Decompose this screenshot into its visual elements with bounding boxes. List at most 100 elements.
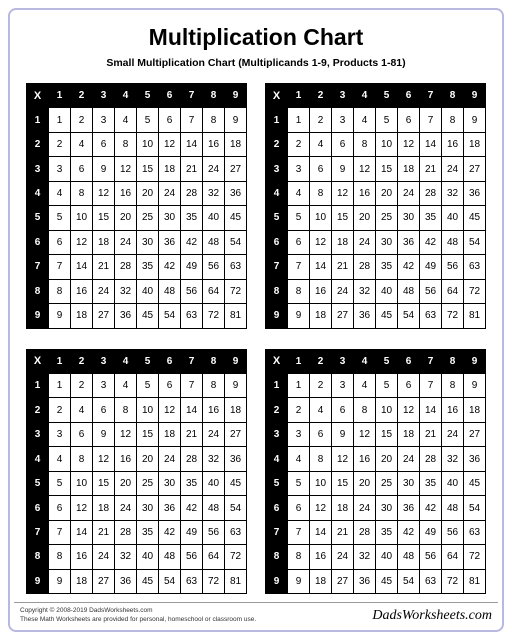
row-header: 7 — [27, 255, 49, 279]
product-cell: 6 — [288, 496, 310, 520]
product-cell: 7 — [49, 255, 71, 279]
product-cell: 24 — [93, 545, 115, 569]
product-cell: 6 — [71, 422, 93, 446]
product-cell: 36 — [115, 304, 137, 328]
product-cell: 10 — [376, 398, 398, 422]
product-cell: 20 — [354, 471, 376, 495]
product-cell: 56 — [420, 279, 442, 303]
product-cell: 16 — [354, 181, 376, 205]
product-cell: 24 — [354, 230, 376, 254]
product-cell: 6 — [93, 132, 115, 156]
page-subtitle: Small Multiplication Chart (Multiplicand… — [14, 57, 498, 69]
product-cell: 56 — [420, 545, 442, 569]
product-cell: 30 — [376, 230, 398, 254]
product-cell: 24 — [442, 157, 464, 181]
product-cell: 18 — [159, 422, 181, 446]
row-header: 6 — [27, 496, 49, 520]
product-cell: 63 — [225, 520, 247, 544]
product-cell: 12 — [354, 157, 376, 181]
row-header: 7 — [266, 255, 288, 279]
product-cell: 16 — [71, 545, 93, 569]
product-cell: 54 — [159, 569, 181, 593]
product-cell: 6 — [332, 132, 354, 156]
product-cell: 72 — [464, 545, 486, 569]
product-cell: 3 — [93, 108, 115, 132]
product-cell: 15 — [137, 157, 159, 181]
row-header: 3 — [266, 422, 288, 446]
multiplication-table: X123456789112345678922468101214161833691… — [265, 83, 486, 329]
product-cell: 18 — [310, 569, 332, 593]
product-cell: 1 — [288, 374, 310, 398]
product-cell: 14 — [310, 255, 332, 279]
row-header: 7 — [266, 520, 288, 544]
product-cell: 18 — [225, 132, 247, 156]
product-cell: 10 — [137, 132, 159, 156]
product-cell: 32 — [115, 279, 137, 303]
product-cell: 4 — [288, 181, 310, 205]
product-cell: 9 — [49, 304, 71, 328]
product-cell: 72 — [203, 304, 225, 328]
product-cell: 6 — [71, 157, 93, 181]
product-cell: 40 — [376, 279, 398, 303]
product-cell: 48 — [442, 230, 464, 254]
product-cell: 5 — [137, 374, 159, 398]
product-cell: 12 — [71, 230, 93, 254]
col-header: 4 — [354, 349, 376, 373]
product-cell: 15 — [376, 422, 398, 446]
row-header: 3 — [27, 422, 49, 446]
product-cell: 63 — [181, 304, 203, 328]
product-cell: 28 — [420, 181, 442, 205]
product-cell: 6 — [288, 230, 310, 254]
product-cell: 64 — [203, 279, 225, 303]
product-cell: 8 — [354, 132, 376, 156]
product-cell: 8 — [442, 108, 464, 132]
product-cell: 2 — [71, 108, 93, 132]
product-cell: 56 — [442, 520, 464, 544]
product-cell: 7 — [49, 520, 71, 544]
product-cell: 36 — [225, 181, 247, 205]
product-cell: 4 — [354, 108, 376, 132]
multiplication-table: X123456789112345678922468101214161833691… — [265, 349, 486, 595]
product-cell: 28 — [354, 520, 376, 544]
row-header: 4 — [27, 181, 49, 205]
product-cell: 45 — [464, 206, 486, 230]
product-cell: 3 — [49, 422, 71, 446]
product-cell: 35 — [181, 206, 203, 230]
col-header: 5 — [137, 349, 159, 373]
product-cell: 45 — [376, 569, 398, 593]
product-cell: 9 — [288, 569, 310, 593]
product-cell: 18 — [398, 157, 420, 181]
product-cell: 25 — [137, 471, 159, 495]
product-cell: 3 — [49, 157, 71, 181]
col-header: 8 — [203, 84, 225, 108]
product-cell: 12 — [310, 496, 332, 520]
col-header: 3 — [332, 349, 354, 373]
product-cell: 35 — [181, 471, 203, 495]
product-cell: 30 — [137, 230, 159, 254]
product-cell: 24 — [115, 230, 137, 254]
product-cell: 9 — [93, 422, 115, 446]
row-header: 1 — [266, 374, 288, 398]
product-cell: 10 — [71, 471, 93, 495]
product-cell: 56 — [203, 255, 225, 279]
product-cell: 8 — [310, 181, 332, 205]
product-cell: 27 — [225, 157, 247, 181]
product-cell: 16 — [115, 447, 137, 471]
product-cell: 48 — [203, 496, 225, 520]
row-header: 3 — [27, 157, 49, 181]
product-cell: 27 — [225, 422, 247, 446]
product-cell: 42 — [181, 230, 203, 254]
product-cell: 72 — [464, 279, 486, 303]
product-cell: 8 — [115, 132, 137, 156]
product-cell: 24 — [442, 422, 464, 446]
corner-cell: X — [27, 84, 49, 108]
product-cell: 32 — [115, 545, 137, 569]
product-cell: 20 — [376, 181, 398, 205]
product-cell: 40 — [137, 545, 159, 569]
product-cell: 6 — [159, 108, 181, 132]
product-cell: 24 — [398, 181, 420, 205]
product-cell: 24 — [398, 447, 420, 471]
row-header: 4 — [27, 447, 49, 471]
product-cell: 12 — [71, 496, 93, 520]
product-cell: 48 — [203, 230, 225, 254]
